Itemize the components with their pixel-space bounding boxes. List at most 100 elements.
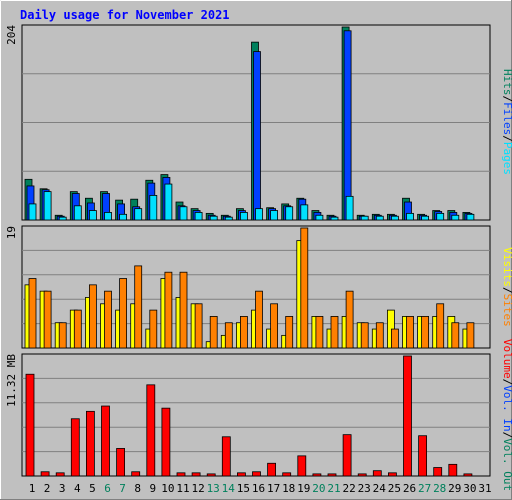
- bar-volume-day-2: [40, 471, 50, 477]
- bar-volume-day-27: [418, 435, 428, 477]
- bar-pages-day-15: [239, 212, 248, 221]
- bar-volume-day-1: [25, 373, 35, 477]
- bar-sites-day-26: [406, 316, 414, 349]
- bar-volume-day-3: [55, 472, 65, 477]
- x-tick-day-7: 7: [119, 482, 126, 495]
- legend-separator: /: [501, 135, 512, 142]
- bar-pages-day-21: [330, 216, 339, 221]
- legend-entry: Pages: [501, 142, 512, 175]
- x-tick-day-8: 8: [134, 482, 141, 495]
- legend-separator: /: [501, 432, 512, 439]
- legend-entry: Files: [501, 102, 512, 135]
- plot-area: [21, 353, 491, 477]
- bar-sites-day-4: [73, 309, 82, 349]
- bar-pages-day-4: [73, 205, 82, 221]
- bar-volume-day-29: [448, 463, 458, 477]
- bar-volume-day-23: [357, 473, 367, 477]
- bar-volume-day-10: [161, 407, 171, 477]
- bar-volume-day-12: [191, 472, 201, 477]
- bar-sites-day-25: [390, 328, 399, 349]
- bar-volume-day-16: [252, 471, 261, 477]
- bar-pages-day-24: [375, 215, 384, 221]
- bar-sites-day-12: [194, 303, 203, 349]
- bar-pages-day-5: [89, 210, 97, 221]
- bar-sites-day-19: [300, 227, 309, 349]
- x-tick-day-28: 28: [433, 482, 446, 495]
- bar-sites-day-3: [58, 322, 67, 349]
- bar-sites-day-5: [89, 284, 97, 349]
- x-tick-day-2: 2: [44, 482, 51, 495]
- x-tick-day-31: 31: [478, 482, 491, 495]
- x-tick-day-26: 26: [403, 482, 416, 495]
- bar-files-day-22: [343, 30, 352, 221]
- x-tick-day-19: 19: [297, 482, 310, 495]
- bar-pages-day-30: [466, 213, 475, 221]
- bar-volume-day-21: [327, 473, 337, 477]
- x-tick-day-24: 24: [373, 482, 387, 495]
- x-tick-day-10: 10: [161, 482, 174, 495]
- legend-entry: Vol. In: [501, 385, 512, 431]
- bar-volume-day-6: [101, 405, 110, 477]
- y-axis-max-label: 204: [5, 25, 18, 45]
- bar-sites-day-29: [451, 322, 460, 349]
- x-tick-day-27: 27: [418, 482, 431, 495]
- x-tick-day-14: 14: [222, 482, 236, 495]
- x-tick-day-22: 22: [342, 482, 355, 495]
- bar-volume-day-15: [236, 472, 246, 477]
- bar-sites-day-18: [285, 316, 294, 349]
- x-tick-day-9: 9: [149, 482, 156, 495]
- bar-sites-day-16: [255, 290, 263, 349]
- bar-pages-day-10: [164, 183, 173, 221]
- bar-sites-day-1: [28, 278, 37, 349]
- bar-sites-day-15: [239, 316, 248, 349]
- bar-sites-day-17: [270, 303, 279, 349]
- bar-sites-day-28: [436, 303, 445, 349]
- bar-volume-day-8: [131, 471, 141, 477]
- legend-entry: Visits: [501, 247, 512, 287]
- bar-volume-day-14: [221, 436, 231, 477]
- bar-volume-day-17: [267, 462, 277, 477]
- bar-volume-day-28: [433, 467, 443, 477]
- legend-entry: Sites: [501, 294, 512, 327]
- x-tick-day-17: 17: [267, 482, 280, 495]
- x-tick-day-20: 20: [312, 482, 325, 495]
- bar-pages-day-23: [360, 215, 369, 221]
- x-tick-day-15: 15: [237, 482, 250, 495]
- bar-volume-day-30: [463, 473, 473, 477]
- x-tick-day-3: 3: [59, 482, 66, 495]
- bar-pages-day-17: [270, 210, 279, 221]
- x-tick-day-16: 16: [252, 482, 265, 495]
- legend-entry: Hits: [501, 69, 512, 96]
- legend-3: Volume/Vol. In/Vol. Out: [501, 339, 512, 491]
- bar-pages-day-6: [104, 212, 112, 221]
- bar-volume-day-26: [403, 355, 412, 477]
- x-tick-day-5: 5: [89, 482, 96, 495]
- bar-sites-day-13: [209, 316, 218, 349]
- bar-sites-day-20: [315, 316, 324, 349]
- x-tick-day-29: 29: [448, 482, 461, 495]
- bar-files-day-16: [253, 51, 261, 221]
- bar-sites-day-2: [43, 290, 52, 349]
- bar-volume-day-20: [312, 473, 322, 477]
- bar-sites-day-30: [466, 322, 475, 349]
- x-tick-day-25: 25: [388, 482, 401, 495]
- bar-pages-day-8: [134, 208, 143, 221]
- bar-sites-day-6: [104, 290, 112, 349]
- bar-sites-day-21: [330, 316, 339, 349]
- bar-pages-day-25: [390, 215, 399, 221]
- legend-separator: /: [501, 379, 512, 386]
- x-axis-day-labels: 1 2 3 4 5 6 7 8 9 10 11 12 13 14 15 16 17 18 19 20 21 22 23 24 2…: [29, 482, 492, 495]
- bar-sites-day-22: [345, 290, 354, 349]
- legend-2: Visits/Sites: [501, 247, 512, 327]
- bar-pages-day-1: [28, 203, 37, 221]
- x-tick-day-30: 30: [463, 482, 476, 495]
- bar-pages-day-20: [315, 214, 324, 221]
- bar-sites-day-8: [134, 265, 143, 349]
- bar-pages-day-11: [179, 206, 188, 221]
- bar-pages-day-13: [209, 215, 218, 221]
- bar-pages-day-2: [43, 191, 52, 221]
